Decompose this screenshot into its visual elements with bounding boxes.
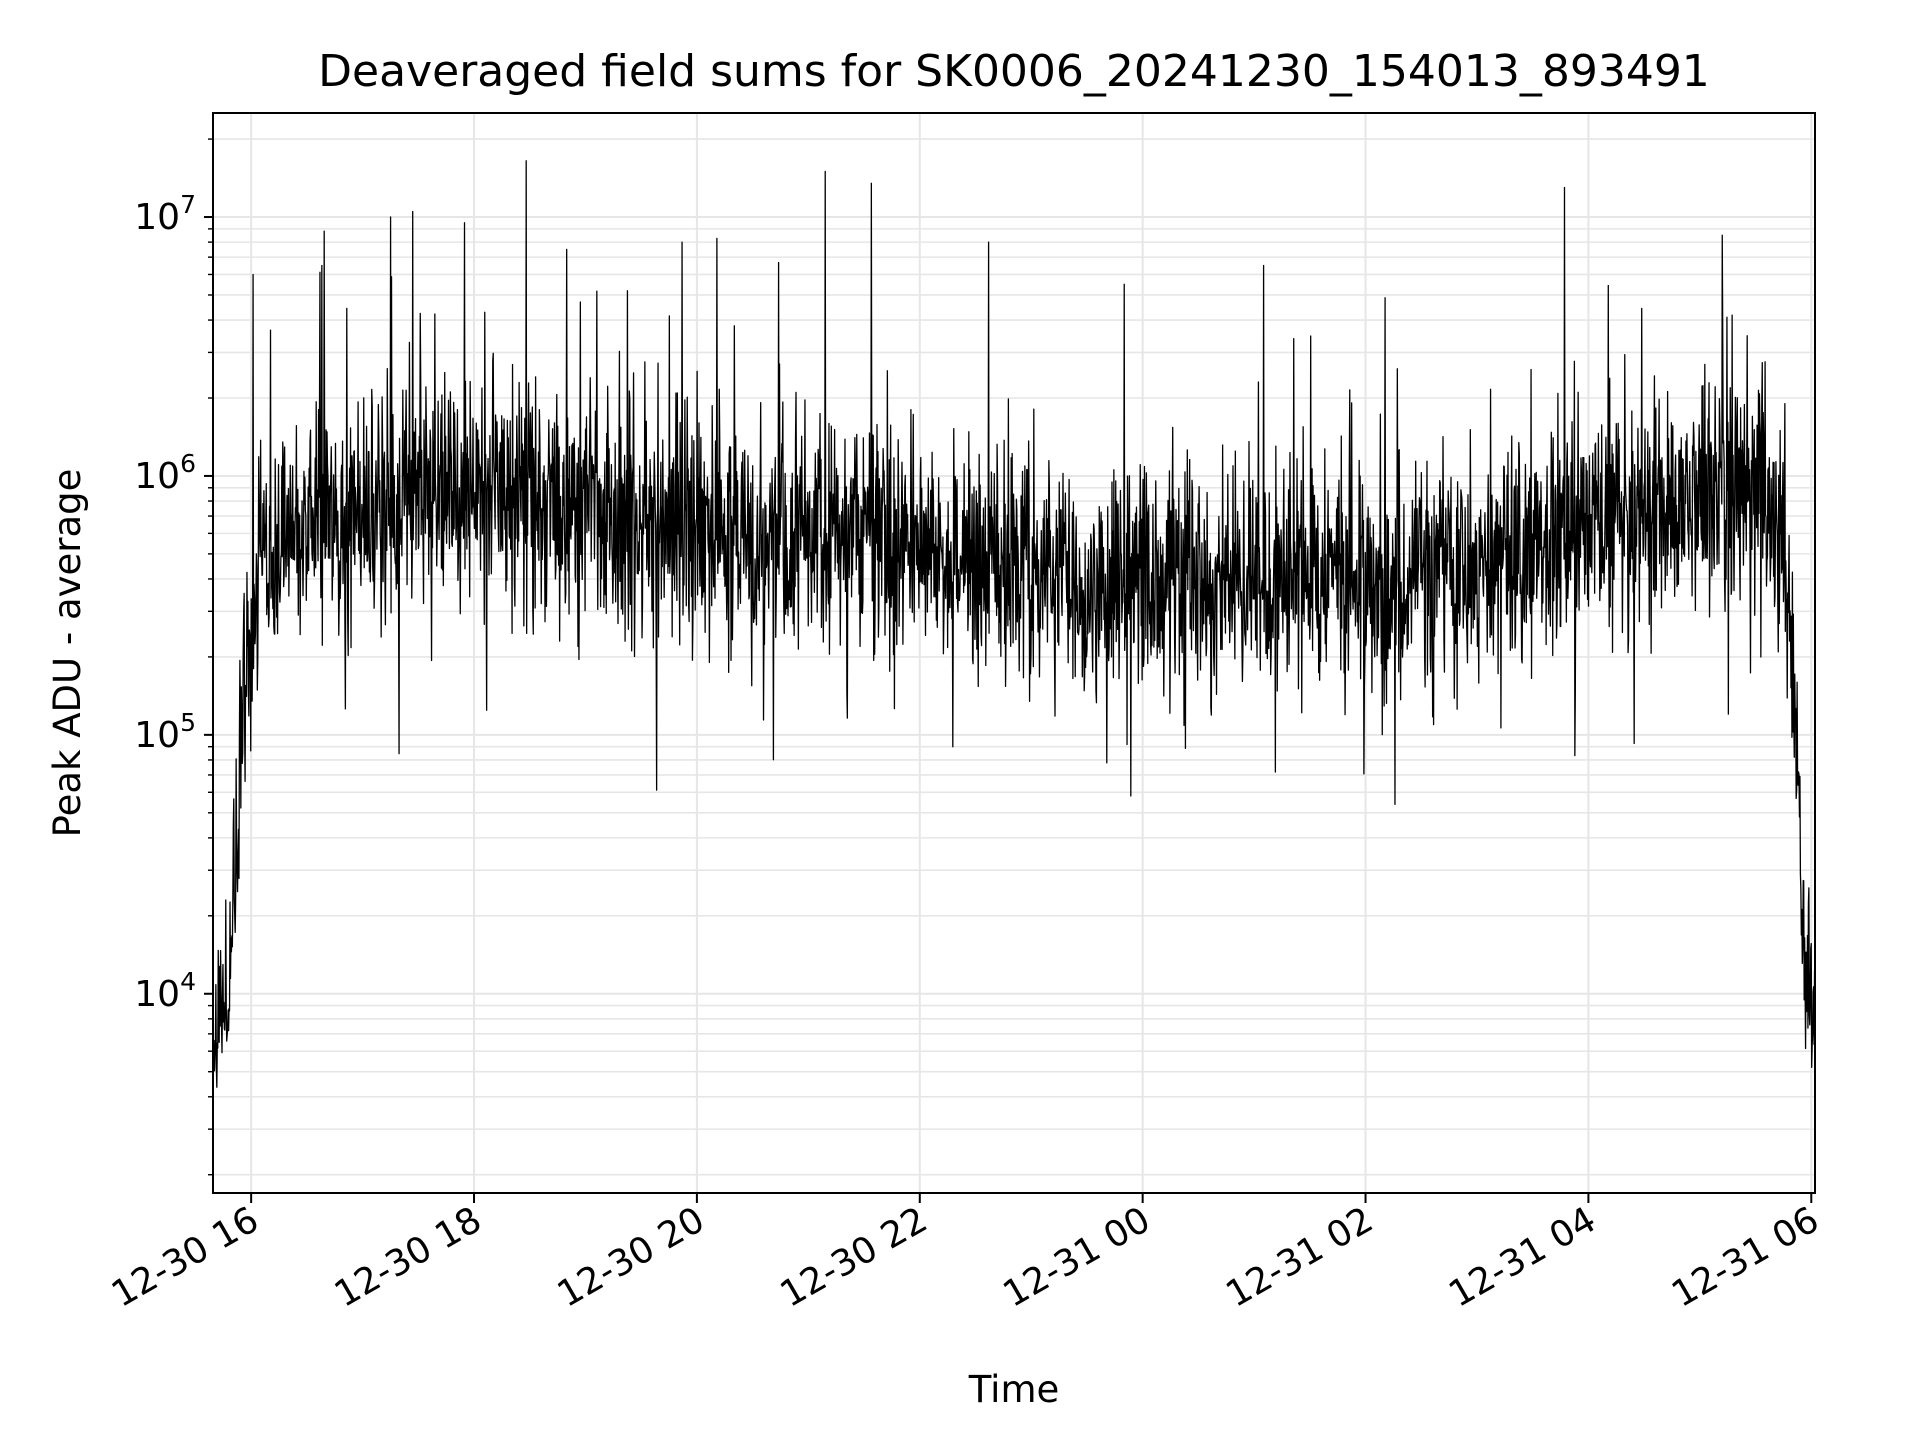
y-axis-label: Peak ADU - average <box>46 469 89 838</box>
y-tick-label: 104 <box>134 967 196 1015</box>
y-tick-exponent: 7 <box>180 190 196 219</box>
chart-title: Deaveraged field sums for SK0006_2024123… <box>318 46 1710 97</box>
y-tick-exponent: 5 <box>180 708 196 737</box>
y-tick-exponent: 6 <box>180 449 196 478</box>
y-tick-label: 106 <box>134 449 196 497</box>
y-tick-label: 105 <box>134 708 196 756</box>
series-line <box>214 160 1815 1088</box>
x-axis-label: Time <box>968 1368 1060 1411</box>
y-tick-base: 10 <box>134 197 180 238</box>
y-tick-base: 10 <box>134 974 180 1015</box>
plot-frame <box>212 112 1816 1194</box>
y-tick-base: 10 <box>134 715 180 756</box>
grid <box>214 114 1815 1193</box>
y-tick-base: 10 <box>134 456 180 497</box>
y-tick-label: 107 <box>134 190 196 238</box>
y-tick-exponent: 4 <box>180 967 196 996</box>
